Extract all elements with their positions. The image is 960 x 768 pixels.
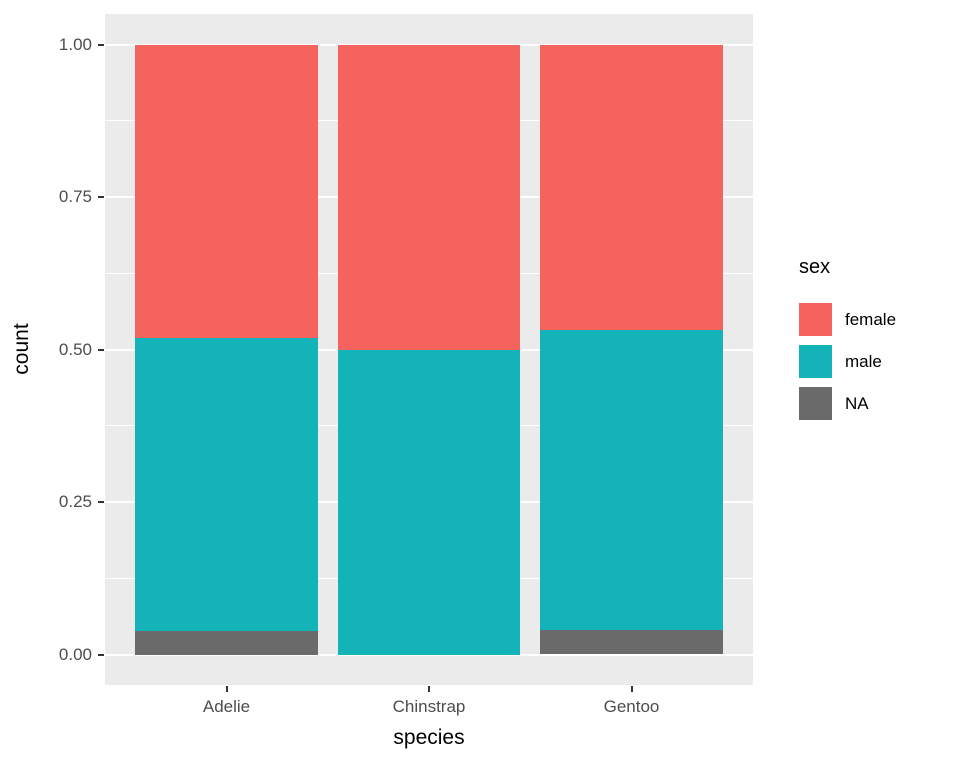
x-tick-label: Adelie [202, 697, 251, 716]
legend-items: female male NA [799, 303, 896, 420]
bar-segment-chinstrap-female [337, 44, 521, 350]
x-tick-label: Gentoo [603, 697, 660, 716]
legend-label-female: female [845, 309, 897, 329]
y-tick-label: 0.75 [58, 187, 92, 206]
legend-key-male [799, 345, 832, 378]
legend-item-na: NA [799, 387, 896, 420]
y-tick-label: 0.00 [58, 644, 92, 664]
legend-item-female: female [799, 303, 896, 336]
bar-segment-gentoo-male [540, 329, 723, 630]
x-tick-mark [225, 686, 228, 692]
bar-segment-gentoo-female [540, 44, 723, 330]
bar-segment-adelie-na [135, 630, 318, 655]
y-tick-label: 1.00 [58, 34, 92, 54]
legend-item-male: male [799, 345, 896, 378]
legend: sex female male NA [799, 256, 896, 429]
bar-segment-adelie-male [135, 337, 318, 631]
y-tick-mark [98, 348, 104, 351]
bar-segment-chinstrap-male [337, 349, 521, 655]
legend-title: sex [799, 256, 831, 278]
y-tick-mark [98, 653, 104, 656]
y-axis-title: count [10, 323, 33, 375]
y-tick-mark [98, 196, 104, 198]
gridline-major [105, 653, 753, 656]
legend-key-female [799, 303, 832, 336]
legend-key-na [799, 387, 832, 420]
x-tick-mark [630, 686, 633, 692]
plot-panel [105, 14, 753, 685]
x-tick-mark [428, 686, 430, 692]
legend-label-male: male [845, 351, 882, 371]
y-tick-mark [98, 43, 104, 46]
y-tick-mark [98, 501, 104, 503]
bar-segment-adelie-female [135, 44, 318, 338]
bar-segment-gentoo-na [540, 629, 723, 655]
x-axis-title: species [393, 726, 465, 749]
y-tick-label: 0.25 [58, 492, 92, 511]
x-tick-label: Chinstrap [392, 697, 466, 716]
legend-label-na: NA [845, 393, 869, 413]
